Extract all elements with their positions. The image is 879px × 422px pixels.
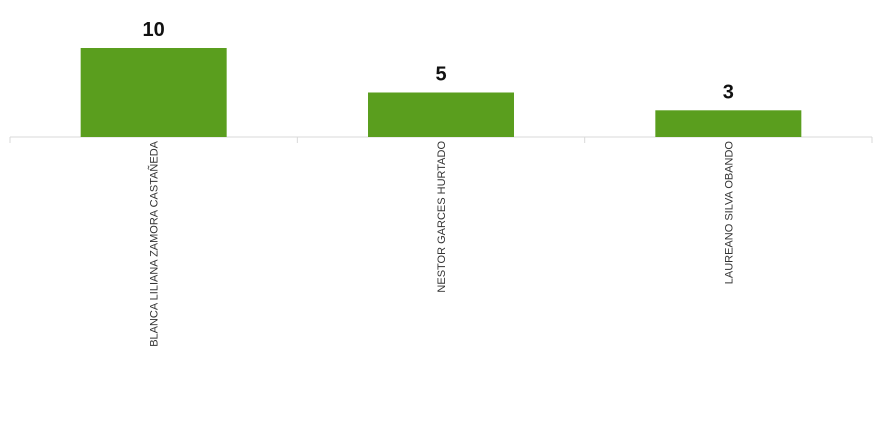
bar xyxy=(368,92,514,137)
bar xyxy=(655,110,802,137)
category-label: NESTOR GARCES HURTADO xyxy=(436,141,448,293)
category-label: BLANCA LILIANA ZAMORA CASTAÑEDA xyxy=(148,140,161,346)
data-label: 10 xyxy=(143,19,165,41)
data-label: 5 xyxy=(435,64,446,86)
bars xyxy=(80,48,802,137)
bar xyxy=(80,48,227,137)
data-label: 3 xyxy=(723,81,734,103)
category-labels: BLANCA LILIANA ZAMORA CASTAÑEDA NESTOR GA… xyxy=(148,140,736,346)
data-labels: 10 5 3 xyxy=(143,19,734,103)
category-label: LAUREANO SILVA OBANDO xyxy=(723,141,735,285)
